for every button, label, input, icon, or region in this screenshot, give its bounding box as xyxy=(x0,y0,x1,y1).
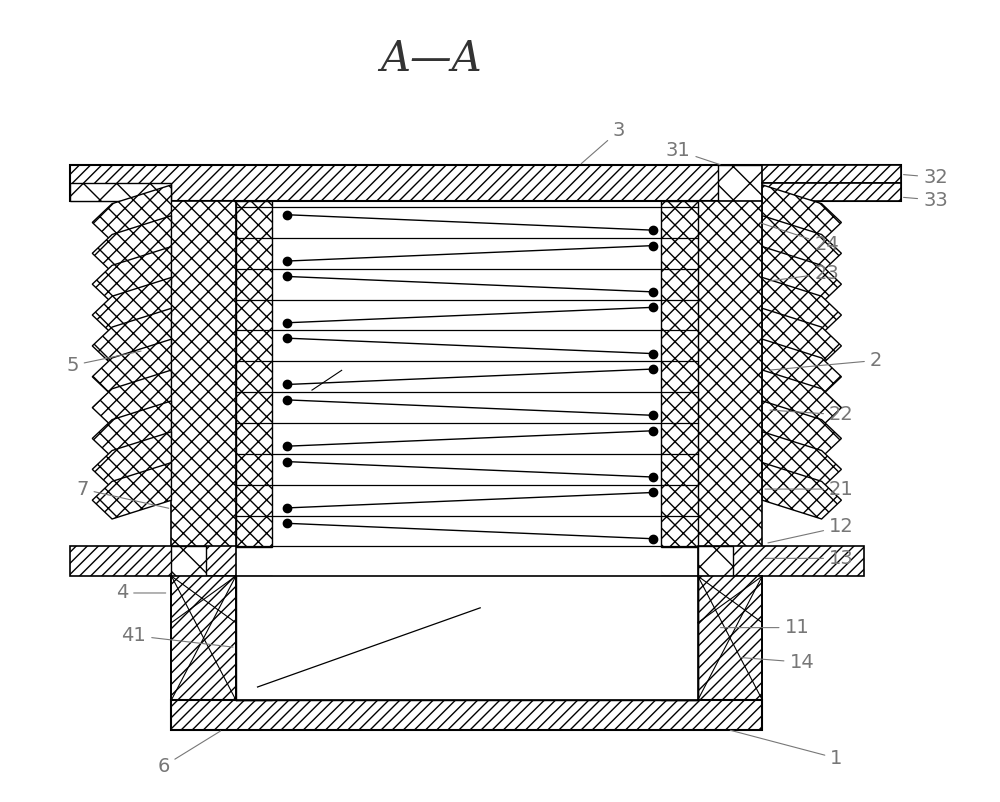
Polygon shape xyxy=(762,401,841,457)
Polygon shape xyxy=(762,246,841,303)
Polygon shape xyxy=(92,401,171,457)
Bar xyxy=(236,576,698,700)
Polygon shape xyxy=(762,370,841,427)
Polygon shape xyxy=(92,308,171,365)
Bar xyxy=(236,576,272,700)
Text: 2: 2 xyxy=(770,351,882,370)
Text: 7: 7 xyxy=(76,480,169,508)
Text: 14: 14 xyxy=(740,653,814,672)
Polygon shape xyxy=(92,431,171,488)
Polygon shape xyxy=(762,308,841,365)
Text: 6: 6 xyxy=(157,731,221,776)
Bar xyxy=(661,201,698,548)
Bar xyxy=(70,184,171,201)
Polygon shape xyxy=(762,431,841,488)
Text: 41: 41 xyxy=(121,626,233,647)
Text: A—A: A—A xyxy=(380,38,482,79)
Bar xyxy=(698,546,733,576)
Polygon shape xyxy=(92,184,171,241)
Polygon shape xyxy=(92,246,171,303)
Polygon shape xyxy=(92,339,171,395)
Bar xyxy=(698,576,762,730)
Bar xyxy=(698,201,762,548)
Polygon shape xyxy=(762,184,841,241)
Polygon shape xyxy=(762,339,841,395)
Bar xyxy=(762,184,901,201)
Bar xyxy=(171,576,236,730)
Polygon shape xyxy=(92,370,171,427)
Bar xyxy=(171,201,236,548)
Text: 23: 23 xyxy=(770,264,839,283)
Polygon shape xyxy=(762,463,841,519)
Polygon shape xyxy=(92,277,171,334)
Bar xyxy=(236,201,272,548)
Bar xyxy=(171,546,206,576)
Bar xyxy=(70,165,901,201)
Text: 21: 21 xyxy=(765,480,854,499)
Text: 4: 4 xyxy=(116,584,166,602)
Polygon shape xyxy=(762,277,841,334)
Bar xyxy=(762,165,901,184)
Bar xyxy=(698,546,864,576)
Text: 32: 32 xyxy=(904,168,948,187)
Polygon shape xyxy=(762,216,841,272)
Text: 11: 11 xyxy=(720,618,809,637)
Polygon shape xyxy=(92,463,171,519)
Bar xyxy=(661,576,698,700)
Text: 1: 1 xyxy=(730,731,843,768)
Text: 3: 3 xyxy=(581,121,625,164)
Text: 22: 22 xyxy=(770,405,854,424)
Text: 12: 12 xyxy=(768,517,854,543)
Text: 31: 31 xyxy=(666,141,720,164)
Text: 24: 24 xyxy=(760,223,839,254)
Bar xyxy=(70,546,236,576)
Text: 13: 13 xyxy=(765,549,854,568)
Text: 33: 33 xyxy=(904,191,948,209)
Text: 5: 5 xyxy=(66,351,141,375)
Polygon shape xyxy=(92,216,171,272)
Bar xyxy=(171,700,762,730)
Bar xyxy=(718,165,762,201)
